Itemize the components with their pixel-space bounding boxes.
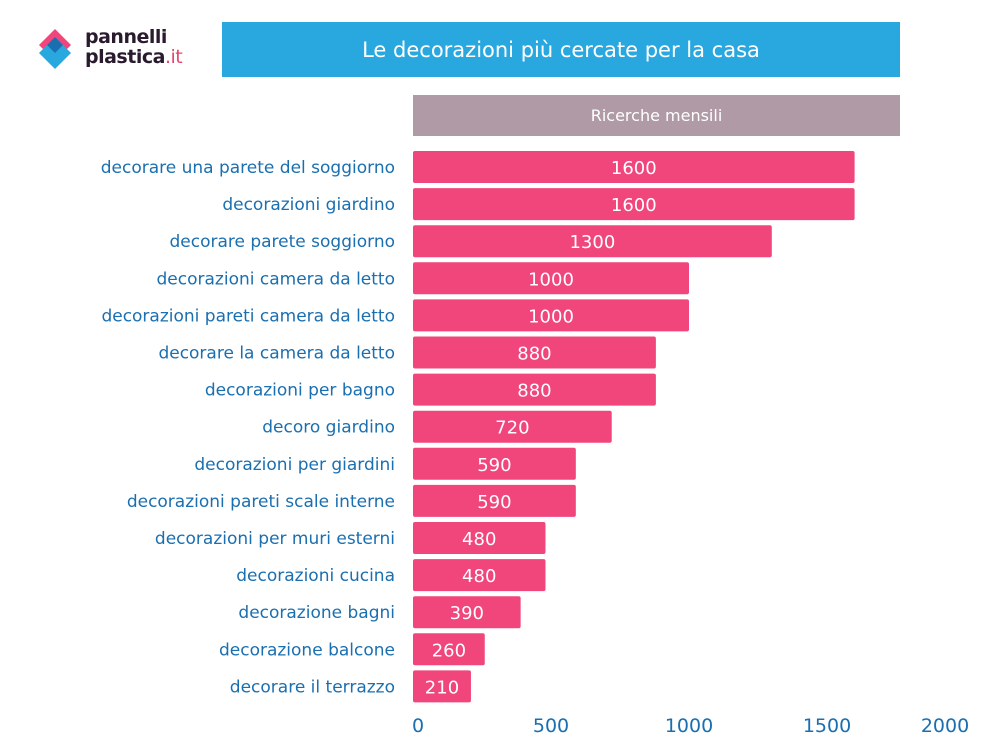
bar [413, 225, 772, 258]
x-tick-label: 0 [412, 715, 424, 737]
bar [413, 151, 855, 183]
data-label: 210 [425, 677, 459, 698]
logo-line1: pannelli [85, 26, 167, 48]
category-label: decorazioni pareti scale interne [127, 492, 395, 512]
category-label: decorazioni pareti camera da letto [101, 306, 395, 326]
bar [413, 522, 546, 554]
data-label: 880 [517, 344, 551, 365]
x-tick-label: 500 [533, 715, 569, 737]
data-label: 480 [462, 529, 496, 550]
x-tick-label: 1000 [665, 715, 713, 737]
category-label: decorare il terrazzo [230, 677, 395, 697]
bar [413, 596, 521, 629]
data-label: 590 [477, 492, 511, 513]
category-label: decorazioni camera da letto [157, 269, 395, 289]
data-label: 1600 [611, 158, 657, 179]
bar [413, 373, 656, 406]
data-label: 1300 [569, 232, 615, 253]
series-header: Ricerche mensili [413, 95, 900, 136]
bar [413, 299, 689, 332]
logo-suffix: .it [164, 46, 183, 68]
bar [413, 559, 546, 592]
category-label: decorazioni per giardini [194, 455, 395, 475]
data-label: 880 [517, 381, 551, 402]
category-label: decorazione bagni [238, 603, 395, 623]
data-label: 1600 [611, 195, 657, 216]
category-label: decorare la camera da letto [158, 344, 395, 364]
logo-icon [39, 29, 71, 69]
x-tick-label: 1500 [803, 715, 851, 737]
data-label: 1000 [528, 306, 574, 327]
bar [413, 670, 471, 703]
bar [413, 633, 485, 666]
bar [413, 262, 689, 295]
category-label: decorazioni per muri esterni [155, 529, 395, 549]
data-label: 260 [432, 640, 466, 661]
bar [413, 410, 612, 443]
data-label: 590 [477, 455, 511, 476]
data-label: 390 [450, 603, 484, 624]
category-label: decorazioni per bagno [205, 381, 395, 401]
bar [413, 484, 576, 517]
bar [413, 188, 855, 221]
x-tick-label: 2000 [921, 715, 969, 737]
category-label: decorazioni cucina [236, 566, 395, 586]
data-label: 720 [495, 418, 529, 439]
category-label: decorazione balcone [219, 640, 395, 660]
bar [413, 336, 656, 369]
category-label: decorazioni giardino [222, 195, 395, 215]
logo-line2: plastica [85, 46, 165, 68]
data-label: 480 [462, 566, 496, 587]
bar [413, 447, 576, 480]
chart-title: Le decorazioni più cercate per la casa [222, 22, 900, 77]
data-label: 1000 [528, 269, 574, 290]
category-label: decorare una parete del soggiorno [101, 158, 395, 178]
category-label: decoro giardino [262, 418, 395, 438]
category-label: decorare parete soggiorno [169, 232, 395, 252]
logo: pannelli plastica.it [35, 25, 215, 75]
